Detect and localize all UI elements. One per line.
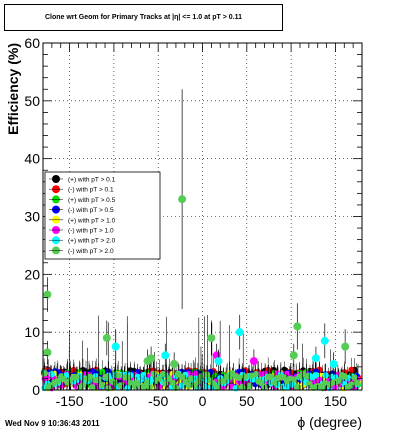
legend-entry: (+) with pT > 1.0: [68, 217, 116, 224]
notable-point: [329, 359, 338, 368]
notable-point: [207, 333, 216, 342]
y-tick-label: 10: [24, 324, 40, 340]
legend: (+) with pT > 0.1 (-) with pT > 0.1 (+) wi…: [44, 171, 161, 260]
data-point-8: [267, 373, 274, 380]
data-point-8: [111, 379, 118, 386]
data-point-8: [114, 372, 122, 379]
data-point-8: [348, 381, 355, 388]
x-tick-label: -100: [100, 393, 128, 409]
data-point-8: [239, 383, 246, 391]
data-point-8: [204, 371, 211, 378]
x-tick-label: 50: [239, 393, 255, 409]
data-point-8: [235, 374, 243, 381]
data-point-8: [241, 373, 249, 380]
notable-point: [235, 328, 244, 337]
legend-entry: (-) with pT > 0.1: [68, 187, 114, 194]
data-point-8: [351, 374, 358, 381]
data-point-8: [150, 370, 157, 378]
y-tick-label: 50: [24, 93, 40, 109]
y-tick-label: 20: [24, 266, 40, 282]
data-point-8: [293, 383, 301, 391]
x-axis-label: ϕ (degree): [297, 414, 362, 430]
data-point-8: [165, 375, 172, 382]
legend-entry: (-) with pT > 1.0: [68, 228, 114, 235]
x-tick-label: -50: [148, 393, 168, 409]
data-point-8: [162, 380, 169, 387]
chart-title: Clone wrt Geom for Primary Tracks at |η|…: [44, 14, 243, 21]
data-point-8: [79, 381, 87, 389]
notable-point: [170, 359, 179, 368]
legend-entry: (-) with pT > 0.5: [68, 207, 114, 214]
notable-point: [289, 351, 298, 360]
notable-point: [311, 354, 320, 363]
data-point-7: [284, 383, 291, 390]
data-point-8: [335, 377, 342, 384]
x-tick-label: 150: [324, 393, 348, 409]
notable-point: [178, 195, 187, 204]
notable-point: [341, 342, 350, 351]
data-point-8: [124, 374, 131, 381]
data-point-8: [54, 378, 61, 385]
x-tick-label: 0: [199, 393, 207, 409]
notable-point: [102, 333, 111, 342]
data-point-8: [86, 373, 94, 380]
data-point-8: [169, 379, 177, 387]
notable-point: [111, 342, 120, 351]
data-point-8: [102, 373, 110, 381]
notable-point: [214, 357, 223, 366]
data-point-8: [194, 378, 202, 385]
legend-entry: (+) with pT > 0.1: [68, 177, 116, 184]
notable-point: [161, 351, 170, 360]
legend-entry: (-) with pT > 2.0: [68, 248, 114, 255]
x-tick-label: -150: [56, 393, 84, 409]
y-tick-label: 40: [24, 151, 40, 167]
data-point-8: [178, 373, 186, 381]
data-point-8: [303, 373, 311, 380]
data-point-8: [271, 379, 279, 387]
data-point-7: [140, 371, 147, 379]
notable-point: [293, 322, 302, 331]
data-point-8: [155, 375, 163, 383]
chart-title-box: Clone wrt Geom for Primary Tracks at |η|…: [4, 4, 283, 31]
legend-entry: (+) with pT > 2.0: [68, 238, 116, 245]
y-tick-label: 60: [24, 35, 40, 51]
notable-point: [320, 336, 329, 345]
x-tick-label: 100: [279, 393, 303, 409]
data-point-8: [160, 370, 167, 378]
y-tick-label: 0: [32, 382, 40, 398]
data-point-8: [98, 381, 106, 389]
data-point-8: [252, 370, 259, 378]
data-point-8: [246, 382, 253, 390]
data-point-2: [348, 366, 355, 374]
notable-point: [147, 354, 156, 363]
data-point-8: [220, 377, 227, 385]
y-axis-label: Efficiency (%): [5, 43, 21, 135]
data-point-8: [290, 376, 297, 383]
data-point-8: [95, 376, 103, 383]
notable-point: [249, 357, 258, 366]
data-point-3: [99, 368, 106, 376]
data-point-8: [214, 384, 221, 391]
data-point-8: [305, 380, 313, 387]
legend-box: [44, 171, 161, 260]
data-point-8: [185, 381, 193, 389]
data-point-8: [341, 373, 348, 380]
data-point-7: [312, 371, 320, 379]
notable-point: [43, 348, 52, 357]
data-point-8: [88, 384, 96, 391]
data-point-8: [187, 375, 195, 382]
data-point-7: [322, 372, 329, 379]
footer-timestamp: Wed Nov 9 10:36:43 2011: [5, 419, 100, 428]
data-point-8: [354, 379, 361, 387]
notable-point: [43, 290, 52, 299]
legend-entry: (+) with pT > 0.5: [68, 197, 116, 204]
data-point-8: [73, 373, 80, 381]
y-tick-label: 30: [24, 209, 40, 225]
data-points: [40, 89, 362, 392]
data-point-7: [48, 371, 55, 378]
